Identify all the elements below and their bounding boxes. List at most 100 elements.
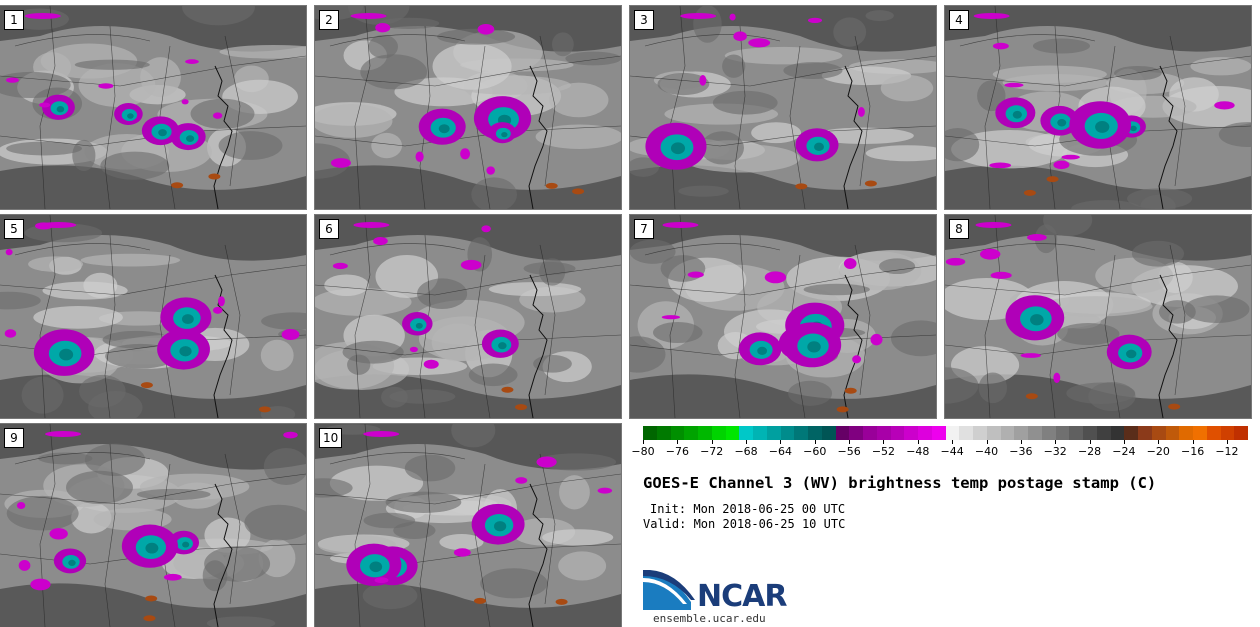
color-scale-segment [918,426,932,440]
map-panel-3: 3 [629,5,937,210]
color-scale-segment [739,426,753,440]
color-scale-segment [711,426,726,440]
color-scale-segment [821,426,836,440]
tick-mark [1192,440,1194,444]
tick-mark [746,440,748,444]
color-scale-segment [1055,426,1070,440]
map-image [945,6,1251,209]
color-scale-segment [1234,426,1248,440]
tick-mark [1158,440,1160,444]
tick-label: −80 [631,445,655,458]
tick-mark [986,440,988,444]
color-scale-segment [725,426,740,440]
tick-label: −36 [1009,445,1033,458]
tick-mark [952,440,954,444]
color-scale-segment [835,426,850,440]
tick-label: −20 [1146,445,1170,458]
color-scale-segment [1206,426,1221,440]
color-scale-segment [1000,426,1015,440]
tick-label: −16 [1180,445,1205,458]
map-panel-7: 7 [629,214,937,419]
tick-mark [1089,440,1091,444]
tick-label: −76 [665,445,689,458]
map-panel-5: 5 [0,214,307,419]
color-scale-segment [931,426,946,440]
website-url: ensemble.ucar.edu [653,612,766,625]
map-image [315,424,621,627]
tick-label: −12 [1215,445,1239,458]
valid-time: Valid: Mon 2018-06-25 10 UTC [643,517,846,531]
map-image [630,215,936,418]
color-scale-segment [1069,426,1083,440]
tick-label: −52 [871,445,896,458]
color-scale-segment [1165,426,1180,440]
map-panel-2: 2 [314,5,622,210]
panel-label: 10 [319,428,343,448]
map-panel-6: 6 [314,214,622,419]
tick-mark [711,440,713,444]
color-scale-segment [945,426,960,440]
panel-label: 8 [949,219,969,239]
tick-label: −24 [1112,445,1136,458]
color-scale-segment [1083,426,1097,440]
panel-label: 9 [4,428,24,448]
panel-label: 4 [949,10,969,30]
color-scale-segment [1014,426,1028,440]
color-scale-segment [1124,426,1138,440]
map-panel-8: 8 [944,214,1252,419]
tick-label: −72 [700,445,724,458]
panel-label: 7 [634,219,654,239]
color-scale-segment [959,426,973,440]
color-scale-segment [1096,426,1111,440]
tick-mark [814,440,816,444]
map-image [0,6,306,209]
map-image [630,6,936,209]
color-scale-segment [1151,426,1166,440]
color-scale-segment [1179,426,1193,440]
logo-wordmark: NCAR [697,579,787,614]
color-scale-segment [1193,426,1207,440]
color-scale-segment [766,426,781,440]
tick-label: −40 [974,445,999,458]
color-scale-segment [698,426,712,440]
color-scale-segment [1028,426,1042,440]
map-image [0,424,306,627]
tick-label: −60 [803,445,827,458]
init-time: Init: Mon 2018-06-25 00 UTC [650,502,846,516]
tick-mark [1226,440,1228,444]
color-scale-segment [863,426,877,440]
tick-label: −68 [734,445,758,458]
color-scale-segment [643,426,657,440]
tick-label: −32 [1043,445,1067,458]
color-scale-segment [973,426,987,440]
tick-mark [883,440,885,444]
map-image [945,215,1251,418]
panel-label: 2 [319,10,339,30]
map-image [0,215,306,418]
color-scale-segment [1220,426,1235,440]
color-scale-segment [849,426,863,440]
color-scale-ticks: −80 −76 −72 −68 −64 −60 −56 −52 −48 −44 −40 −36 −32−… [631,440,1248,460]
panel-label: 3 [634,10,654,30]
color-scale-segment [780,426,795,440]
tick-mark [1055,440,1057,444]
tick-mark [677,440,679,444]
color-scale-segment [1138,426,1152,440]
color-scale-segment [986,426,1001,440]
color-scale-segment [890,426,905,440]
color-scale-segment [794,426,808,440]
tick-mark [780,440,782,444]
map-panel-1: 1 [0,5,307,210]
tick-label: −56 [837,445,861,458]
color-scale-segment [684,426,698,440]
map-panel-10: 10 [314,423,622,627]
map-panel-9: 9 [0,423,307,627]
color-scale-segment [753,426,767,440]
tick-mark [849,440,851,444]
tick-mark [1123,440,1125,444]
color-scale-segment [1041,426,1056,440]
tick-label: −64 [768,445,792,458]
ncar-logo-icon [643,570,695,610]
map-image [315,215,621,418]
